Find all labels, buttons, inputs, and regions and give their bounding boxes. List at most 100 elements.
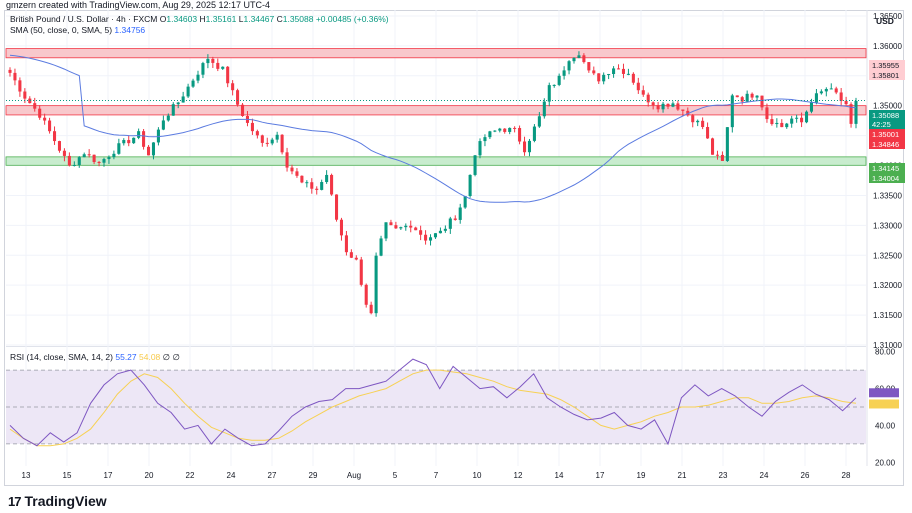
rsi-value-tag[interactable]: [869, 388, 899, 398]
candle[interactable]: [201, 63, 205, 75]
candle[interactable]: [250, 122, 254, 132]
candle[interactable]: [834, 88, 838, 93]
candle[interactable]: [330, 174, 334, 195]
candle[interactable]: [48, 120, 52, 132]
rsi-ma-value-tag[interactable]: [869, 399, 899, 409]
candle[interactable]: [795, 117, 799, 119]
candle[interactable]: [280, 134, 284, 153]
candle[interactable]: [295, 171, 299, 176]
candle[interactable]: [52, 131, 57, 142]
candle[interactable]: [389, 222, 393, 226]
candle[interactable]: [443, 228, 447, 231]
candle[interactable]: [582, 55, 586, 63]
candle[interactable]: [137, 131, 141, 138]
candle[interactable]: [587, 62, 591, 71]
candle[interactable]: [671, 103, 675, 107]
candle[interactable]: [62, 150, 66, 156]
candle[interactable]: [300, 175, 304, 183]
candle[interactable]: [186, 86, 190, 97]
candle[interactable]: [255, 131, 259, 136]
candle[interactable]: [320, 182, 324, 190]
candle[interactable]: [725, 127, 729, 161]
candle[interactable]: [770, 119, 774, 125]
candle[interactable]: [503, 128, 507, 132]
candle[interactable]: [557, 75, 561, 85]
candle[interactable]: [562, 70, 566, 76]
candle[interactable]: [43, 117, 47, 121]
candle[interactable]: [112, 153, 116, 158]
candle[interactable]: [339, 219, 344, 236]
tradingview-logo[interactable]: 17 TradingView: [8, 493, 107, 509]
candle[interactable]: [270, 139, 274, 144]
candle[interactable]: [57, 141, 62, 151]
candle[interactable]: [602, 74, 606, 82]
candle[interactable]: [438, 230, 442, 234]
rsi-line[interactable]: [9, 358, 857, 447]
candle[interactable]: [612, 68, 616, 75]
candle[interactable]: [82, 154, 86, 158]
candle[interactable]: [745, 93, 749, 102]
candle[interactable]: [374, 255, 378, 314]
candle[interactable]: [28, 98, 32, 104]
candle[interactable]: [473, 155, 477, 175]
candle[interactable]: [636, 82, 640, 91]
symbol-title[interactable]: British Pound / U.S. Dollar · 4h · FXCM: [10, 14, 158, 24]
candle[interactable]: [646, 94, 650, 103]
candle[interactable]: [97, 162, 101, 164]
candle[interactable]: [13, 72, 17, 81]
candle[interactable]: [518, 127, 522, 142]
price-tag[interactable]: [869, 129, 905, 139]
candle[interactable]: [720, 154, 724, 161]
currency-label[interactable]: USD: [876, 16, 894, 26]
price-tag[interactable]: [869, 173, 905, 183]
candle[interactable]: [349, 252, 353, 258]
price-zone-support[interactable]: [5, 156, 867, 166]
candle[interactable]: [334, 194, 339, 220]
candle[interactable]: [77, 157, 81, 165]
candle[interactable]: [780, 122, 784, 128]
sma-label[interactable]: SMA (50, close, 0, SMA, 5): [10, 25, 113, 35]
candle[interactable]: [706, 127, 710, 139]
candle[interactable]: [171, 104, 175, 116]
candle[interactable]: [458, 207, 462, 220]
candle[interactable]: [567, 61, 571, 71]
candle[interactable]: [513, 127, 517, 129]
candle[interactable]: [547, 85, 551, 102]
candle[interactable]: [325, 174, 329, 183]
candle[interactable]: [715, 154, 720, 156]
candle[interactable]: [87, 154, 91, 156]
candle[interactable]: [404, 225, 408, 228]
candle[interactable]: [290, 167, 294, 172]
rsi-ma-line[interactable]: [9, 369, 857, 447]
candle[interactable]: [542, 101, 546, 117]
candle[interactable]: [760, 95, 764, 108]
candle[interactable]: [666, 103, 670, 107]
candle[interactable]: [166, 115, 170, 121]
candle[interactable]: [379, 238, 383, 256]
candle[interactable]: [493, 130, 497, 132]
candle[interactable]: [527, 140, 532, 153]
candle[interactable]: [196, 74, 200, 81]
price-zone-resistance-lower[interactable]: [5, 105, 867, 116]
candle[interactable]: [117, 143, 121, 154]
candle[interactable]: [127, 140, 131, 144]
candle[interactable]: [240, 104, 245, 116]
candle[interactable]: [656, 105, 660, 110]
candle[interactable]: [275, 134, 279, 140]
candle[interactable]: [448, 218, 452, 229]
candle[interactable]: [483, 137, 487, 142]
candle[interactable]: [156, 129, 160, 143]
candle[interactable]: [701, 120, 705, 128]
candle[interactable]: [102, 159, 106, 163]
candle[interactable]: [142, 131, 146, 147]
candle[interactable]: [33, 103, 37, 109]
sma-legend[interactable]: SMA (50, close, 0, SMA, 5) 1.34756: [10, 25, 145, 35]
candle[interactable]: [414, 227, 418, 231]
candle[interactable]: [344, 235, 348, 253]
candle[interactable]: [468, 174, 472, 197]
candle[interactable]: [750, 93, 754, 98]
rsi-label[interactable]: RSI (14, close, SMA, 14, 2): [10, 352, 113, 362]
candle[interactable]: [765, 107, 769, 120]
candle[interactable]: [552, 84, 556, 86]
candle[interactable]: [819, 91, 823, 94]
